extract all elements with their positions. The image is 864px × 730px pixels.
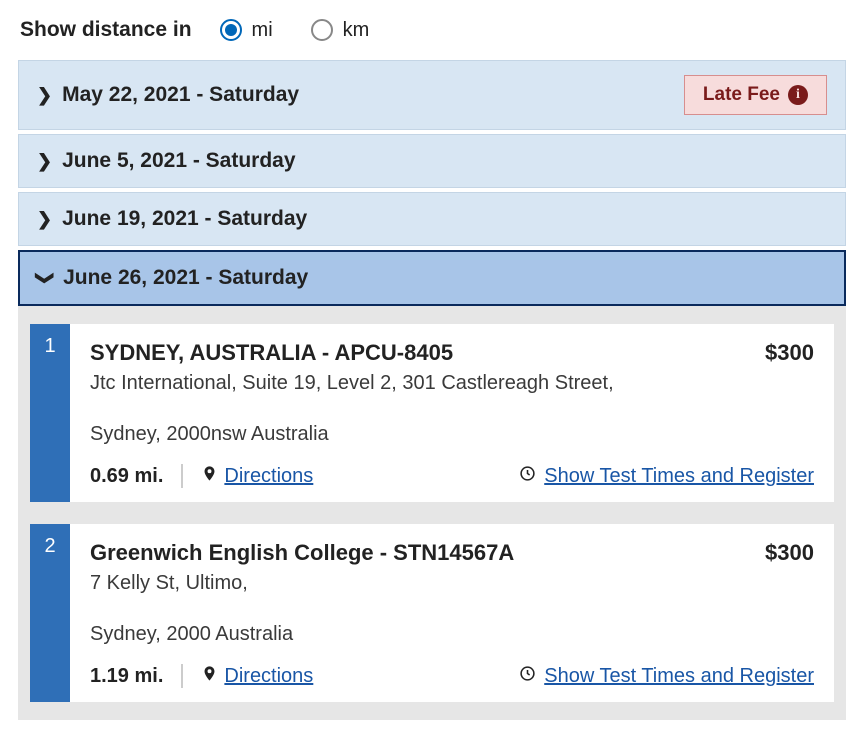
location-price: $300 <box>765 540 814 566</box>
directions-link-text: Directions <box>224 465 313 488</box>
chevron-right-icon: ❯ <box>37 86 52 104</box>
location-card-body: Greenwich English College - STN14567A $3… <box>70 524 834 702</box>
location-address-line1: 7 Kelly St, Ultimo, <box>90 572 814 595</box>
chevron-right-icon: ❯ <box>37 210 52 228</box>
location-name: SYDNEY, AUSTRALIA - APCU-8405 <box>90 340 453 366</box>
directions-link[interactable]: Directions <box>183 465 313 488</box>
location-card: 1 SYDNEY, AUSTRALIA - APCU-8405 $300 Jtc… <box>30 324 834 502</box>
location-address-line1: Jtc International, Suite 19, Level 2, 30… <box>90 372 814 395</box>
location-card-footer: 0.69 mi. Directions Show Test Times and … <box>90 464 814 488</box>
location-number-col: 1 <box>30 324 70 502</box>
radio-icon <box>220 19 242 41</box>
radio-mi[interactable]: mi <box>220 19 273 42</box>
date-row[interactable]: ❯ June 5, 2021 - Saturday <box>18 134 846 188</box>
date-label: June 5, 2021 - Saturday <box>62 149 295 173</box>
location-number-badge: 1 <box>30 324 70 368</box>
date-label: June 26, 2021 - Saturday <box>63 266 308 290</box>
distance-unit-label: Show distance in <box>20 18 192 42</box>
location-number-col: 2 <box>30 524 70 702</box>
location-results: 1 SYDNEY, AUSTRALIA - APCU-8405 $300 Jtc… <box>18 306 846 720</box>
clock-icon <box>519 665 536 688</box>
location-card-header: Greenwich English College - STN14567A $3… <box>90 540 814 566</box>
location-card-footer: 1.19 mi. Directions Show Test Times and … <box>90 664 814 688</box>
directions-link-text: Directions <box>224 665 313 688</box>
location-distance: 1.19 mi. <box>90 664 183 688</box>
directions-link[interactable]: Directions <box>183 665 313 688</box>
location-address-line2: Sydney, 2000nsw Australia <box>90 423 814 446</box>
late-fee-text: Late Fee <box>703 84 780 106</box>
date-row-title: ❯ June 5, 2021 - Saturday <box>37 149 296 173</box>
location-number-badge: 2 <box>30 524 70 568</box>
location-card-body: SYDNEY, AUSTRALIA - APCU-8405 $300 Jtc I… <box>70 324 834 502</box>
location-card-header: SYDNEY, AUSTRALIA - APCU-8405 $300 <box>90 340 814 366</box>
location-price: $300 <box>765 340 814 366</box>
location-card: 2 Greenwich English College - STN14567A … <box>30 524 834 702</box>
distance-unit-row: Show distance in mi km <box>18 18 846 42</box>
late-fee-badge: Late Fee i <box>684 75 827 115</box>
date-list: ❯ May 22, 2021 - Saturday Late Fee i ❯ J… <box>18 60 846 720</box>
date-row-title: ❯ June 19, 2021 - Saturday <box>37 207 307 231</box>
map-pin-icon <box>201 465 218 488</box>
date-row[interactable]: ❯ May 22, 2021 - Saturday Late Fee i <box>18 60 846 130</box>
clock-icon <box>519 465 536 488</box>
show-test-times-link[interactable]: Show Test Times and Register <box>519 465 814 488</box>
show-test-times-text: Show Test Times and Register <box>544 665 814 688</box>
location-address-line2: Sydney, 2000 Australia <box>90 623 814 646</box>
radio-label: mi <box>252 19 273 42</box>
radio-icon <box>311 19 333 41</box>
info-icon[interactable]: i <box>788 85 808 105</box>
chevron-right-icon: ❯ <box>37 152 52 170</box>
location-distance: 0.69 mi. <box>90 464 183 488</box>
date-row[interactable]: ❯ June 19, 2021 - Saturday <box>18 192 846 246</box>
show-test-times-link[interactable]: Show Test Times and Register <box>519 665 814 688</box>
date-label: May 22, 2021 - Saturday <box>62 83 299 107</box>
date-row-expanded[interactable]: ❯ June 26, 2021 - Saturday <box>18 250 846 306</box>
date-row-title: ❯ June 26, 2021 - Saturday <box>38 266 308 290</box>
map-pin-icon <box>201 665 218 688</box>
date-row-title: ❯ May 22, 2021 - Saturday <box>37 83 299 107</box>
date-label: June 19, 2021 - Saturday <box>62 207 307 231</box>
show-test-times-text: Show Test Times and Register <box>544 465 814 488</box>
location-name: Greenwich English College - STN14567A <box>90 540 514 566</box>
radio-label: km <box>343 19 370 42</box>
radio-km[interactable]: km <box>311 19 370 42</box>
chevron-down-icon: ❯ <box>37 270 55 285</box>
distance-unit-radio-group: mi km <box>220 19 370 42</box>
